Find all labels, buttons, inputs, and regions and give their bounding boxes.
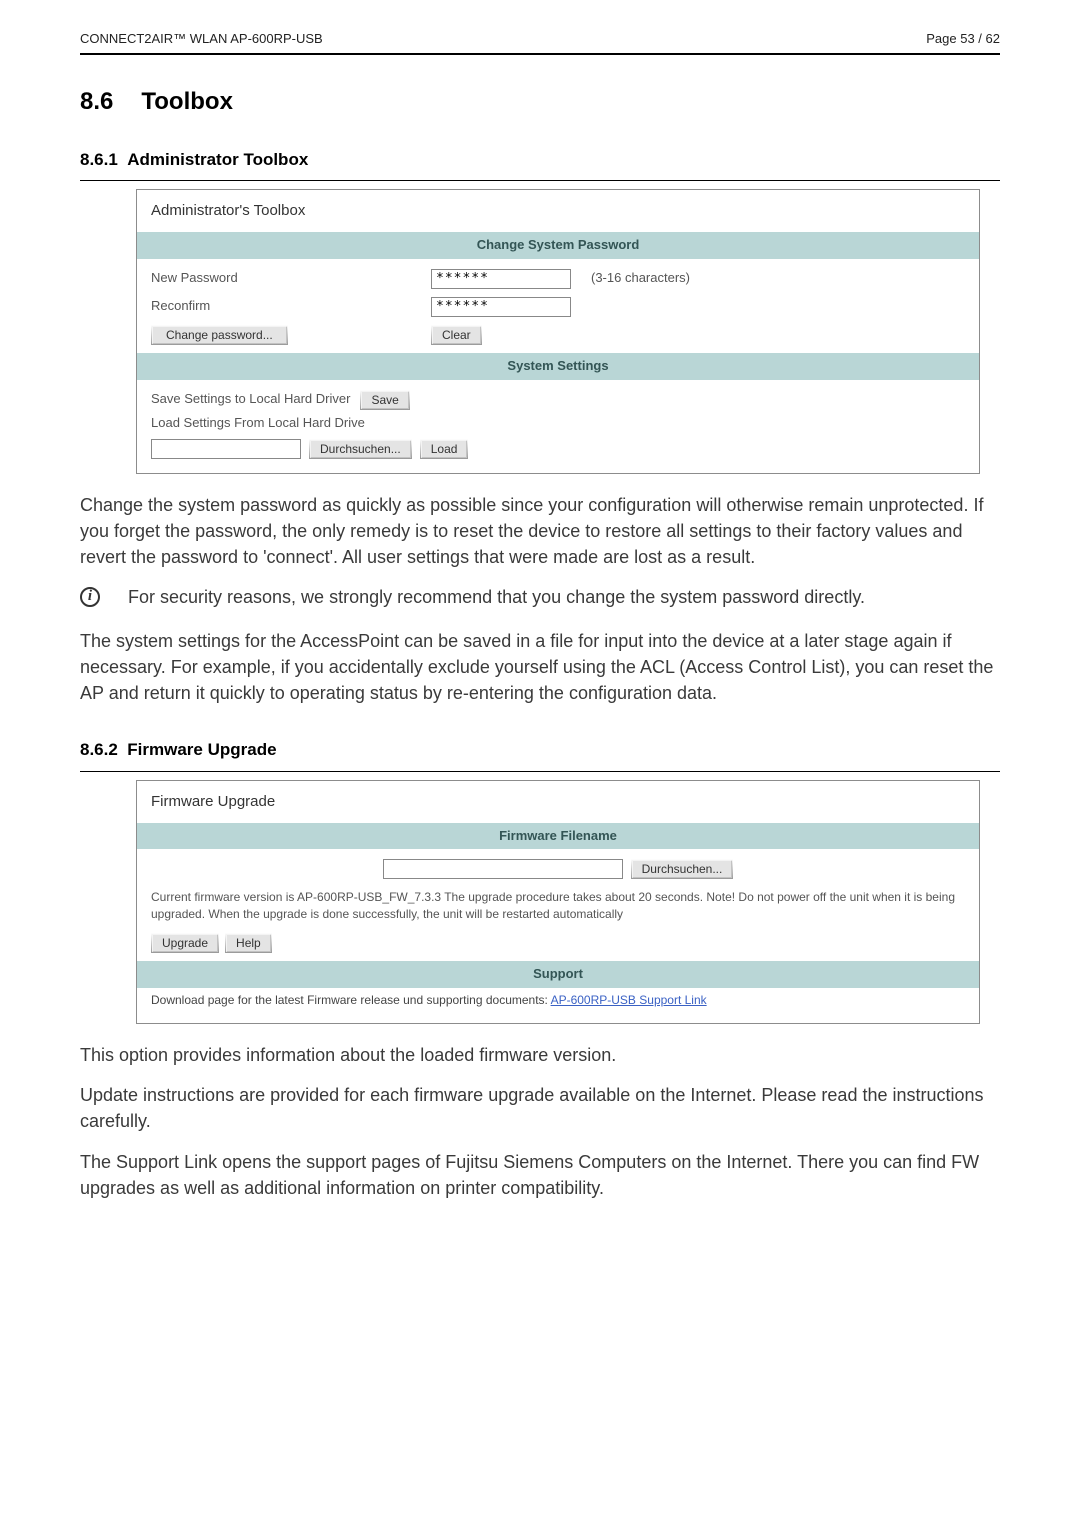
help-button[interactable]: Help	[225, 933, 272, 953]
header-divider	[80, 53, 1000, 55]
change-password-button[interactable]: Change password...	[151, 325, 288, 345]
firmware-upgrade-panel: Firmware Upgrade Firmware Filename Durch…	[136, 780, 980, 1024]
info-icon: i	[80, 587, 100, 607]
paragraph-firmware-info: This option provides information about t…	[80, 1042, 1000, 1068]
paragraph-support-link: The Support Link opens the support pages…	[80, 1149, 1000, 1201]
firmware-description: Current firmware version is AP-600RP-USB…	[151, 889, 965, 923]
clear-button[interactable]: Clear	[431, 325, 482, 345]
header-product: CONNECT2AIR™ WLAN AP-600RP-USB	[80, 30, 323, 49]
subsection-admin-heading: 8.6.1 Administrator Toolbox	[80, 148, 1000, 173]
upgrade-button[interactable]: Upgrade	[151, 933, 219, 953]
support-link[interactable]: AP-600RP-USB Support Link	[551, 993, 707, 1007]
admin-panel-title: Administrator's Toolbox	[151, 200, 965, 222]
section-heading: 8.6 Toolbox	[80, 85, 1000, 120]
password-hint: (3-16 characters)	[591, 269, 690, 288]
section-title-text: Toolbox	[141, 85, 233, 120]
load-file-path[interactable]	[151, 439, 301, 459]
save-settings-label: Save Settings to Local Hard Driver	[151, 390, 350, 409]
header-page: Page 53 / 62	[926, 30, 1000, 49]
new-password-input[interactable]	[431, 269, 571, 289]
load-button[interactable]: Load	[420, 439, 469, 459]
paragraph-system-settings: The system settings for the AccessPoint …	[80, 628, 1000, 706]
info-note: For security reasons, we strongly recomm…	[128, 584, 865, 610]
paragraph-update-instructions: Update instructions are provided for eac…	[80, 1082, 1000, 1134]
support-text: Download page for the latest Firmware re…	[151, 993, 551, 1007]
system-settings-band: System Settings	[137, 353, 979, 380]
section-number: 8.6	[80, 85, 113, 120]
new-password-label: New Password	[151, 269, 421, 288]
load-settings-label: Load Settings From Local Hard Drive	[151, 414, 965, 433]
firmware-browse-button[interactable]: Durchsuchen...	[631, 859, 734, 879]
save-settings-button[interactable]: Save	[360, 390, 409, 410]
change-password-band: Change System Password	[137, 232, 979, 259]
subsection-divider	[80, 180, 1000, 181]
paragraph-change-password: Change the system password as quickly as…	[80, 492, 1000, 570]
reconfirm-input[interactable]	[431, 297, 571, 317]
browse-button[interactable]: Durchsuchen...	[309, 439, 412, 459]
subsection-divider-2	[80, 771, 1000, 772]
admin-toolbox-panel: Administrator's Toolbox Change System Pa…	[136, 189, 980, 473]
subsection-firmware-heading: 8.6.2 Firmware Upgrade	[80, 738, 1000, 763]
firmware-file-path[interactable]	[383, 859, 623, 879]
support-band: Support	[137, 961, 979, 988]
reconfirm-label: Reconfirm	[151, 297, 421, 316]
firmware-panel-title: Firmware Upgrade	[151, 791, 965, 813]
firmware-filename-band: Firmware Filename	[137, 823, 979, 850]
